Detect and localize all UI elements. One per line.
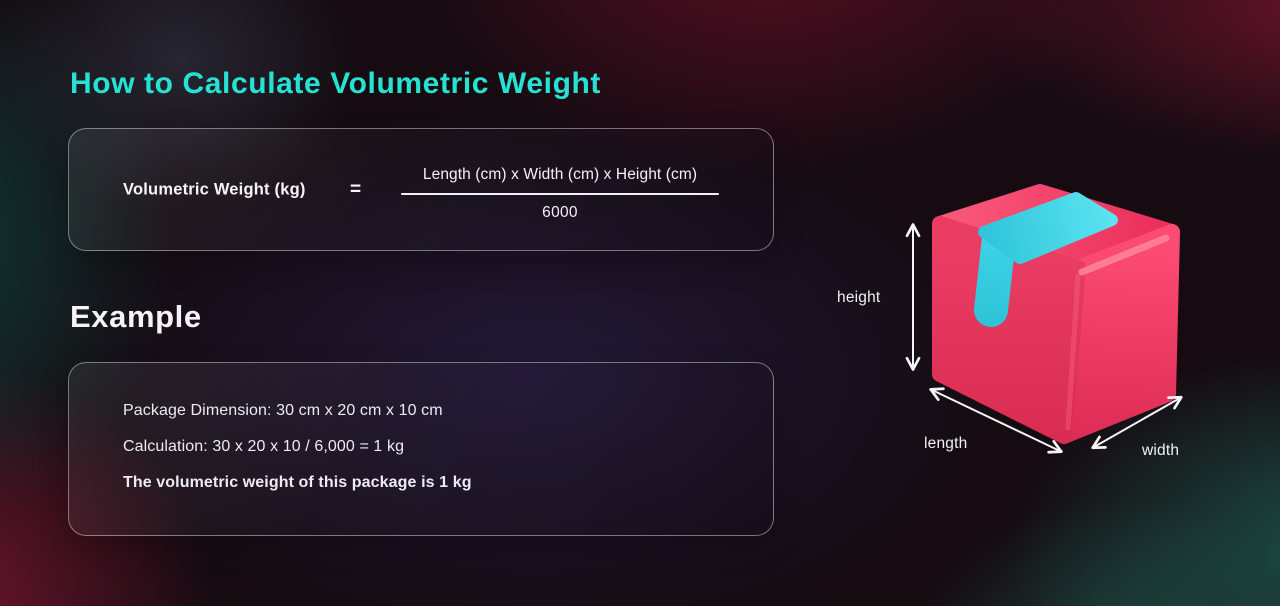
formula-fraction: Length (cm) x Width (cm) x Height (cm) 6… (401, 166, 719, 222)
example-package-dimension: Package Dimension: 30 cm x 20 cm x 10 cm (123, 402, 443, 419)
box-edge-highlight (1078, 234, 1170, 276)
example-lines: Package Dimension: 30 cm x 20 cm x 10 cm… (123, 401, 743, 509)
height-label: height (837, 289, 881, 306)
width-label: width (1141, 442, 1179, 459)
fraction-line (401, 192, 719, 195)
example-result: The volumetric weight of this package is… (123, 474, 472, 491)
example-heading: Example (70, 299, 202, 334)
ribbon-top (978, 192, 1118, 264)
width-arrow (1091, 395, 1183, 450)
ribbon-hanging (974, 221, 1016, 327)
page-title: How to Calculate Volumetric Weight (70, 67, 602, 100)
formula-label: Volumetric Weight (kg) (123, 180, 306, 198)
fraction-denominator: 6000 (542, 203, 578, 221)
example-calculation: Calculation: 30 x 20 x 10 / 6,000 = 1 kg (123, 438, 405, 455)
formula-card: Volumetric Weight (kg) = Length (cm) x W… (68, 128, 774, 251)
package-illustration: height length width (837, 184, 1183, 459)
length-label: length (924, 435, 967, 452)
fraction-numerator: Length (cm) x Width (cm) x Height (cm) (422, 165, 698, 183)
length-arrow (929, 387, 1063, 454)
example-card: Package Dimension: 30 cm x 20 cm x 10 cm… (68, 362, 774, 536)
equals-sign: = (350, 178, 362, 200)
package-box (932, 184, 1180, 444)
dimension-arrows (905, 223, 1183, 454)
